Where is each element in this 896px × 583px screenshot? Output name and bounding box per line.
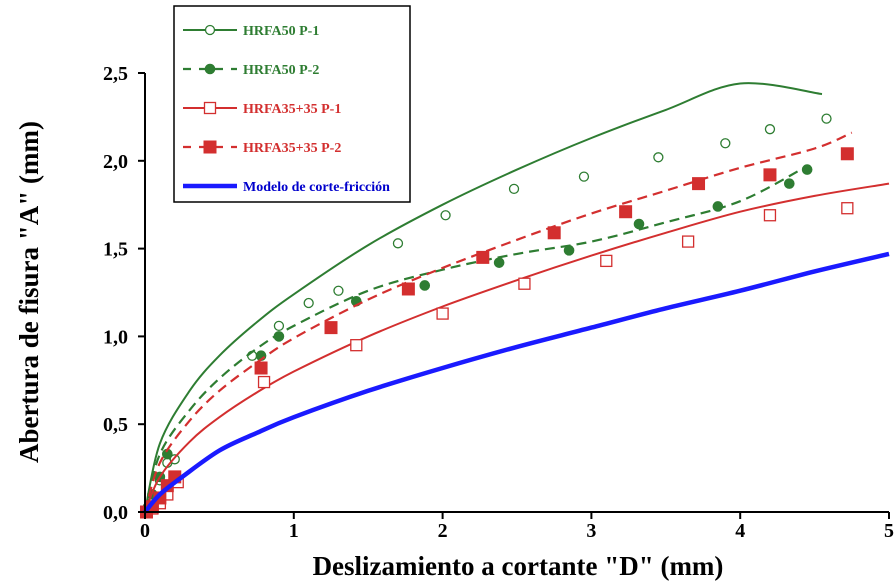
series-3-point-8 <box>476 250 490 264</box>
series-2-point-8 <box>518 277 531 290</box>
series-0-point-6 <box>273 320 285 332</box>
series-4 <box>143 251 890 514</box>
legend-entry-4: Modelo de corte-fricción <box>183 180 390 195</box>
plot-area <box>139 82 890 519</box>
series-0-point-14 <box>720 138 731 149</box>
series-2-point-11 <box>763 209 777 222</box>
series-2-point-10 <box>681 235 695 248</box>
legend-label-1: HRFA50 P-2 <box>243 63 319 78</box>
x-tick-label-2: 2 <box>438 520 448 542</box>
series-3-curve <box>143 131 853 513</box>
series-3-point-7 <box>401 282 415 296</box>
x-tick-label-5: 5 <box>884 520 894 542</box>
x-tick-label-4: 4 <box>735 520 745 542</box>
legend-entry-1: HRFA50 P-2 <box>183 63 319 78</box>
series-1-point-12 <box>784 178 795 189</box>
series-2-curve <box>144 182 890 513</box>
series-1 <box>142 164 813 514</box>
series-0-point-13 <box>653 152 664 163</box>
series-1-point-8 <box>493 257 505 268</box>
x-tick-label-1: 1 <box>289 520 299 542</box>
series-0-point-8 <box>333 285 344 296</box>
series-4-curve <box>143 251 890 514</box>
legend-label-0: HRFA50 P-1 <box>243 24 319 39</box>
axes <box>144 73 889 513</box>
legend-marker-2 <box>203 101 217 115</box>
y-tick-label-5: 2,5 <box>103 63 128 85</box>
series-0-point-16 <box>821 113 832 124</box>
legend-label-4: Modelo de corte-fricción <box>243 180 390 195</box>
series-3-point-10 <box>619 205 633 219</box>
series-1-point-5 <box>273 331 285 342</box>
series-0-point-10 <box>440 210 451 221</box>
series-2-point-7 <box>436 307 449 320</box>
series-0-curve <box>144 82 823 513</box>
legend-entry-3: HRFA35+35 P-2 <box>183 140 341 156</box>
series-1-point-7 <box>419 280 431 291</box>
series-0-point-7 <box>303 297 314 309</box>
y-tick-label-0: 0,0 <box>103 502 128 524</box>
x-axis-title: Deslizamiento a cortante "D" (mm) <box>313 551 724 581</box>
series-3-point-11 <box>692 177 706 191</box>
series-1-point-10 <box>633 218 645 230</box>
legend-label-3: HRFA35+35 P-2 <box>243 141 341 156</box>
series-2-point-6 <box>350 339 363 352</box>
series-1-point-11 <box>712 201 724 212</box>
series-3-point-12 <box>763 168 777 182</box>
series-1-point-13 <box>801 164 813 175</box>
series-1-point-9 <box>563 245 575 256</box>
y-tick-label-2: 1,0 <box>103 326 128 348</box>
series-2-point-9 <box>600 254 613 268</box>
series-2-point-5 <box>257 375 271 389</box>
x-tick-label-3: 3 <box>586 520 596 542</box>
legend-marker-3 <box>203 140 217 154</box>
series-3-point-9 <box>547 226 561 240</box>
series-1-curve <box>143 165 808 513</box>
series-3-point-6 <box>324 321 338 335</box>
legend-marker-1 <box>204 63 216 75</box>
series-0-point-12 <box>578 171 590 182</box>
y-tick-label-3: 1,5 <box>103 239 128 261</box>
x-tick-label-0: 0 <box>140 520 150 542</box>
legend: HRFA50 P-1 HRFA50 P-2 HRFA35+35 P-1 HRFA35+… <box>173 5 411 203</box>
y-tick-label-4: 2,0 <box>103 151 128 173</box>
y-tick-label-1: 0,5 <box>103 414 128 436</box>
series-3-point-13 <box>840 147 854 161</box>
y-axis-title: Abertura de fisura "A" (mm) <box>14 121 44 463</box>
legend-entry-2: HRFA35+35 P-1 <box>183 101 341 117</box>
legend-entry-0: HRFA50 P-1 <box>183 24 319 39</box>
series-0-point-15 <box>764 124 776 135</box>
series-0-point-11 <box>508 183 520 195</box>
legend-marker-0 <box>204 24 216 36</box>
legend-label-2: HRFA35+35 P-1 <box>243 102 341 117</box>
series-0-point-9 <box>392 238 404 249</box>
series-3-point-5 <box>254 361 268 375</box>
series-2-point-12 <box>841 202 854 215</box>
tick-marks: 0 1 2 3 4 5 0,0 0,5 1,0 1,5 2,0 2,5 <box>103 63 894 542</box>
